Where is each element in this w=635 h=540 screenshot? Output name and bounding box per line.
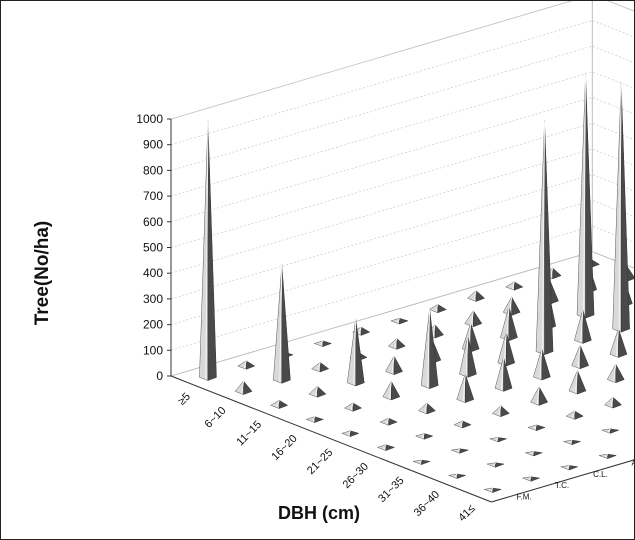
cone-B.D.-≥5 (467, 289, 486, 302)
z-tick-label: 400 (143, 266, 163, 280)
cone-Q.V.-≥5 (428, 303, 447, 314)
z-tick-label: 100 (143, 343, 163, 357)
z-tick-label: 500 (143, 241, 163, 255)
cone-P.D.-21~25 (494, 357, 513, 392)
z-tick-label: 1000 (136, 112, 163, 126)
cone-T.C.-≥5 (237, 360, 256, 370)
cone-T.C.-21~25 (379, 417, 398, 426)
cone-Q.S.-11~15 (576, 73, 595, 319)
cone-A.K.-≥5 (313, 340, 333, 348)
cone-Q.S.-16~20 (612, 82, 630, 333)
cone-C.L.-21~25 (417, 402, 436, 415)
x-axis-title: DBH (cm) (278, 503, 360, 523)
cone-P.D.-36~40 (600, 428, 620, 434)
cone-P.D.-6~10 (387, 337, 406, 350)
species-tick-label: C.L. (593, 470, 608, 479)
x-tick-label: 31~35 (376, 475, 406, 505)
cone-A.K.-11~15 (385, 355, 403, 376)
species-tick-label: A.K. (631, 458, 634, 467)
x-tick-label: 36~40 (412, 489, 442, 519)
cone-P.D.-26~30 (530, 386, 549, 406)
cone-Q.V.-21~25 (571, 344, 589, 370)
cone-C.L.-6~10 (311, 361, 330, 373)
cone-T.C.-16~20 (343, 402, 363, 412)
cone-F.M.-6~10 (234, 380, 253, 395)
z-axis-ticks: 0 100 200 300 400 500 600 700 800 900 1000 (136, 112, 171, 383)
x-tick-label: ≥5 (176, 391, 193, 408)
cone-C.L.-31~35 (488, 437, 508, 443)
cone-B.D.-21~25 (609, 328, 628, 358)
cone-T.C.-26~30 (414, 433, 434, 440)
cone-C.L.-16~20 (382, 381, 401, 401)
x-tick-label: 41≤ (456, 503, 477, 524)
x-tick-label: 16~20 (269, 433, 299, 463)
cone-T.C.-41≤ (521, 476, 541, 482)
x-tick-label: 11~15 (234, 419, 264, 449)
cone-C.L.-41≤ (559, 465, 579, 471)
cone-A.K.-26~30 (491, 405, 510, 418)
cone-C.C.-31~35 (604, 396, 623, 409)
cone-Q.V.-26~30 (606, 364, 625, 384)
cone-A.K.-16~20 (420, 308, 439, 390)
z-tick-label: 700 (143, 189, 163, 203)
left-wall (170, 1, 593, 377)
cone-A.K.-41≤ (598, 453, 618, 460)
cone-T.C.-31~35 (450, 448, 470, 454)
floor-outline (169, 251, 634, 503)
x-axis-line (170, 375, 492, 503)
cone-F.M.-11~15 (270, 399, 289, 409)
z-tick-label: 900 (143, 138, 163, 152)
y-axis-title: Tree(No/ha) (32, 221, 53, 326)
cone-Q.V.-16~20 (535, 120, 554, 356)
z-tick-label: 0 (156, 369, 163, 383)
z-tick-label: 200 (143, 318, 163, 332)
cone-Q.S.-≥5 (505, 281, 524, 291)
cone-F.M.-16~20 (305, 416, 325, 423)
cone-Q.V.-6~10 (464, 309, 483, 328)
cone-F.M.-21~25 (341, 430, 360, 437)
species-axis-ticks: F.M.T.C.C.L.A.K.P.D.C.C.Q.V.B.D.Q.S.B.C.… (517, 458, 634, 501)
cone-A.K.-31~35 (527, 424, 546, 432)
cone-P.D.-16~20 (459, 335, 477, 378)
cone-T.C.-11~15 (308, 385, 327, 398)
gridline (170, 1, 634, 120)
cone-F.M.-≥5 (199, 120, 217, 381)
cone-C.C.-≥5 (390, 317, 409, 325)
x-tick-label: 26~30 (341, 461, 371, 491)
cone-C.L.-36~40 (524, 451, 544, 457)
gridline (170, 251, 634, 377)
cone-marks (199, 73, 634, 493)
x-tick-label: 21~25 (305, 447, 335, 477)
cone-P.D.-31~35 (565, 410, 584, 420)
z-tick-label: 600 (143, 215, 163, 229)
cone-C.C.-16~20 (497, 331, 516, 367)
cone-A.K.-36~40 (562, 439, 582, 446)
cone-F.M.-36~40 (447, 473, 467, 479)
species-axis-line (491, 459, 634, 503)
species-tick-label: T.C. (555, 481, 569, 490)
cone-C.C.-26~30 (568, 370, 587, 395)
back-wall (591, 1, 634, 269)
cone-C.C.-21~25 (533, 348, 551, 381)
z-tick-label: 800 (143, 163, 163, 177)
cone-F.M.-26~30 (376, 444, 396, 451)
cone-T.C.-6~10 (273, 264, 291, 384)
cone-B.D.-6~10 (502, 296, 521, 316)
gridline (170, 225, 634, 351)
cone-B.D.-16~20 (574, 309, 592, 344)
cone-A.K.-21~25 (456, 373, 475, 404)
cone-C.L.-26~30 (453, 420, 472, 429)
z-tick-label: 300 (143, 292, 163, 306)
cone-F.M.-41≤ (483, 487, 503, 493)
x-tick-label: 6~10 (203, 405, 229, 431)
species-tick-label: F.M. (517, 492, 532, 501)
cone-C.L.-11~15 (346, 318, 365, 387)
cone-T.C.-36~40 (485, 462, 505, 468)
cone-F.M.-31~35 (412, 459, 432, 465)
